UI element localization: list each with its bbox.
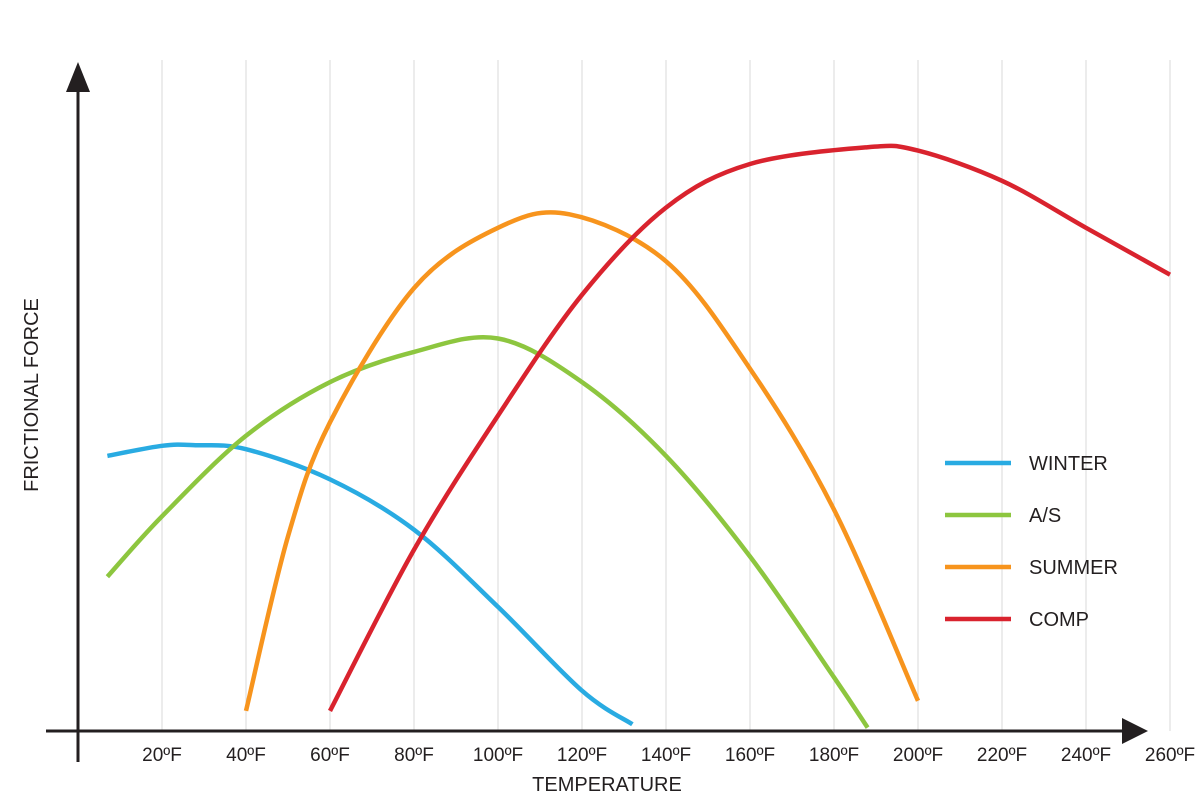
grid-lines <box>161 60 1171 731</box>
legend-label: COMP <box>1029 609 1089 631</box>
series-line-winter <box>106 442 634 727</box>
x-tick-label: 180ºF <box>809 745 859 766</box>
y-axis-title: FRICTIONAL FORCE <box>21 298 43 492</box>
legend-label: SUMMER <box>1029 557 1118 579</box>
x-tick-label: 40ºF <box>226 745 266 766</box>
x-tick-label: 240ºF <box>1061 745 1111 766</box>
x-tick-label: 100ºF <box>473 745 523 766</box>
legend-label: A/S <box>1029 505 1061 527</box>
x-tick-label: 80ºF <box>394 745 434 766</box>
series-line-comp <box>328 143 1172 712</box>
x-tick-label: 140ºF <box>641 745 691 766</box>
x-tick-label: 160ºF <box>725 745 775 766</box>
x-tick-label: 20ºF <box>142 745 182 766</box>
x-tick-labels: 20ºF 40ºF 60ºF 80ºF 100ºF 120ºF 140ºF 160ºF 180º… <box>142 745 1195 766</box>
series-lines <box>105 143 1172 729</box>
x-tick-label: 60ºF <box>310 745 350 766</box>
x-tick-label: 260ºF <box>1145 745 1195 766</box>
series-line-a-s <box>105 334 870 729</box>
axes <box>46 62 1148 762</box>
legend: WINTER A/S SUMMER COMP <box>945 453 1118 631</box>
x-tick-label: 220ºF <box>977 745 1027 766</box>
x-tick-label: 200ºF <box>893 745 943 766</box>
x-tick-label: 120ºF <box>557 745 607 766</box>
x-axis-arrowhead <box>1122 718 1148 744</box>
series-line-summer <box>243 210 921 712</box>
y-axis-arrowhead <box>66 62 90 92</box>
x-axis-title: TEMPERATURE <box>532 774 682 796</box>
legend-label: WINTER <box>1029 453 1108 475</box>
